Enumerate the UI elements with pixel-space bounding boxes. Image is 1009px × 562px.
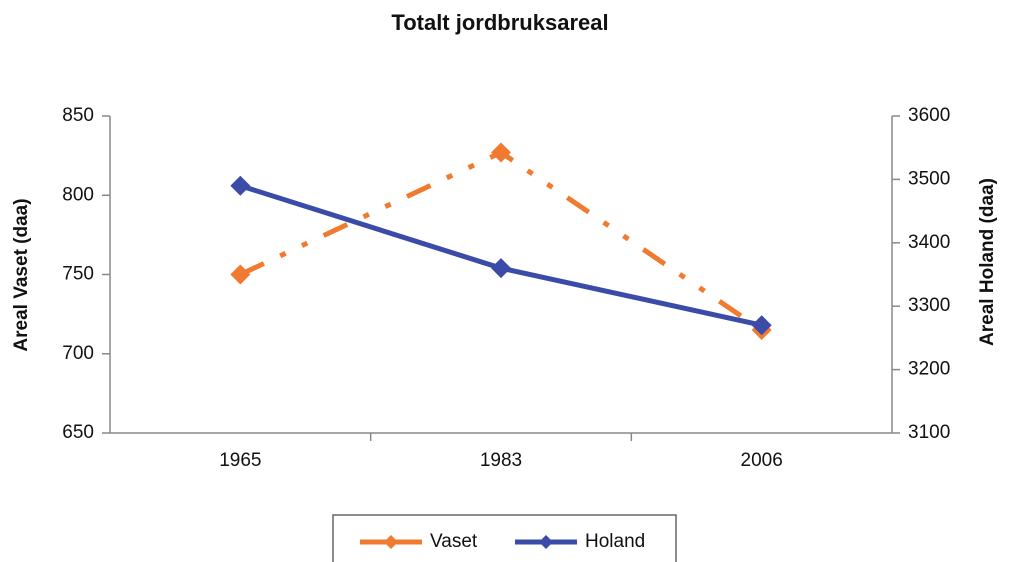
y-axis-label: Areal Vaset (daa) [11,198,32,351]
legend-label: Holand [585,531,645,552]
y2-axis-label: Areal Holand (daa) [977,178,998,346]
legend-label: Vaset [430,531,478,552]
y2-tick-label: 3100 [908,422,950,443]
legend-marker [384,535,398,549]
y2-tick-label: 3300 [908,295,950,316]
x-tick-label: 1965 [219,450,261,471]
y2-tick-label: 3600 [908,105,950,126]
marker [751,315,772,336]
y-tick-label: 650 [62,422,94,443]
x-tick-label: 1983 [480,450,522,471]
y-tick-label: 850 [62,105,94,126]
y-tick-label: 800 [62,184,94,205]
x-tick-label: 2006 [741,450,783,471]
y2-tick-label: 3500 [908,168,950,189]
marker [491,142,511,163]
marker [230,264,251,285]
marker [230,175,251,196]
y-tick-label: 750 [62,264,94,285]
chart-title: Totalt jordbruksareal [391,10,608,35]
legend-marker [539,535,553,549]
y2-tick-label: 3200 [908,359,950,380]
y-tick-label: 700 [62,343,94,364]
series-line [239,183,763,328]
marker [491,258,511,279]
y2-tick-label: 3400 [908,232,950,253]
series-line [239,149,764,333]
